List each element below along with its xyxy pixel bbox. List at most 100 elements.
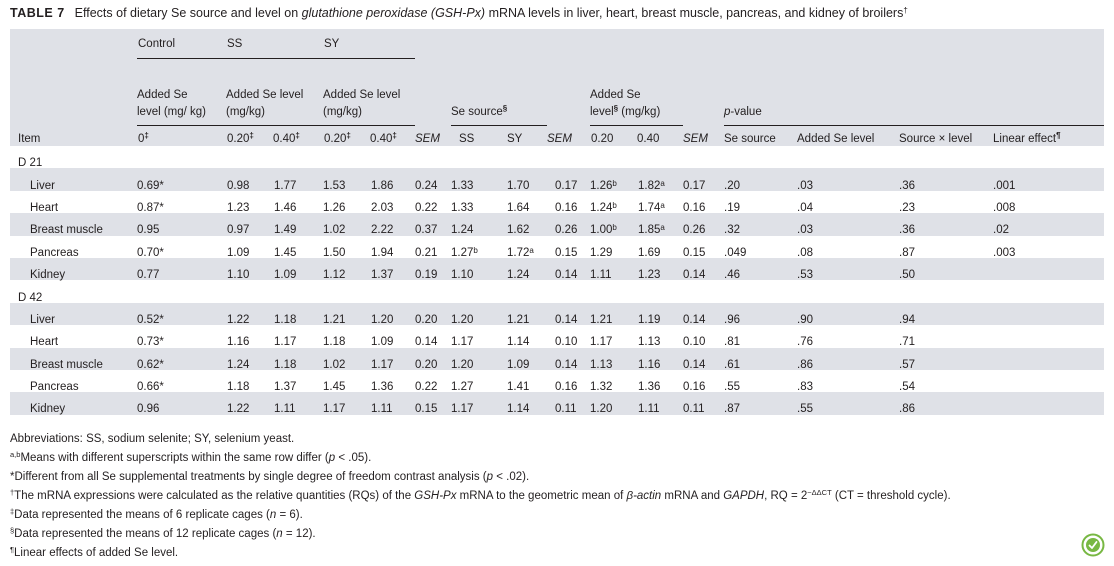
title-text-italic: glutathione peroxidase (GSH-Px) [301,6,486,20]
table-body: D 21 Liver 0.69* 0.98 1.77 1.53 1.86 0.24 1.33 1.… [10,152,1104,421]
cell-value: 1.33 [451,201,474,214]
cell-value: 0.37 [415,224,438,237]
cell-value: 1.09 [274,269,297,282]
table-cell: .87 [724,398,796,420]
cell-value: 1.17 [451,336,474,349]
cell-superscript: b [612,223,617,233]
cell-value: 0.16 [683,381,706,394]
cell-value: 1.74 [638,201,661,214]
ss-020-mark: ‡ [249,131,254,140]
section-row: D 21 [10,152,1104,174]
table-cell: 0.19 [415,264,451,286]
cell-value: .08 [797,246,813,259]
cell-value: 1.36 [371,381,394,394]
table-cell: 0.62* [137,354,226,376]
table-row: Liver 0.52* 1.22 1.18 1.21 1.20 0.20 1.20 1.21 0.… [10,309,1104,331]
cell-value: 0.98 [227,179,250,192]
footnote-ddagger-pre: Data represented the means of 6 replicat… [14,509,270,521]
table-cell: .049 [724,242,796,264]
sy-040-mark: ‡ [392,131,397,140]
row-shade [10,302,1104,326]
cell-value: 0.96 [137,403,160,416]
cell-value: 1.62 [507,224,530,237]
table-cell: 1.19 [637,309,683,331]
cell-value: 1.23 [638,269,661,282]
pvalue-p: p [724,106,731,118]
table-cell: 1.11 [370,398,415,420]
table-cell: 0.21 [415,242,451,264]
table-cell: .04 [796,197,897,219]
table-cell: 0.17 [547,174,590,196]
table-cell: 0.16 [547,376,590,398]
cell-value: 0.87* [137,201,164,214]
header-lvl-020: 0.20 [591,133,614,145]
row-shade [10,213,1104,236]
header-added-se-control: Added Se level (mg/ kg) [137,58,226,126]
table-cell: 1.27 [451,376,499,398]
cell-value: .53 [797,269,813,282]
table-cell: 1.10 [451,264,499,286]
cell-value: .86 [899,403,915,416]
table-cell: .87 [897,242,993,264]
table-cell: 0.22 [415,376,451,398]
se-source-text: Se source [451,106,503,118]
table-cell: 1.46 [273,197,323,219]
footnote-abbreviations: Abbreviations: SS, sodium selenite; SY, … [10,433,295,445]
table-cell: .001 [993,174,1104,196]
cell-value: 2.22 [371,224,394,237]
table-cell: 1.13 [637,331,683,353]
cell-value: 0.14 [683,313,706,326]
cell-value: 1.18 [274,313,297,326]
table-cell: 1.45 [323,376,370,398]
table-cell: 0.14 [547,354,590,376]
footnote-star-pre: *Different from all Se supplemental trea… [10,471,487,483]
header-blank [10,29,137,59]
cell-superscript: a [529,245,534,255]
table-cell: .50 [897,264,993,286]
cell-value: 1.09 [371,336,394,349]
sem-2-text: SEM [547,132,572,145]
table-cell: 1.22 [226,398,273,420]
row-item: Pancreas [30,381,79,394]
table-row: Pancreas 0.66* 1.18 1.37 1.45 1.36 0.22 1.27 1.4… [10,376,1104,398]
table-cell: 1.53 [323,174,370,196]
table-row: Heart 0.73* 1.16 1.17 1.18 1.09 0.14 1.17 1.14 0.… [10,331,1104,353]
table-cell: 1.11 [590,264,637,286]
table-row: Breast muscle 0.62* 1.24 1.18 1.02 1.17 0.20 1.… [10,354,1104,376]
cell-value: .90 [797,313,813,326]
header-added-se-sy: Added Se level (mg/kg) [323,58,415,126]
cell-value: 0.11 [683,403,705,416]
table-cell: 1.36 [637,376,683,398]
ss-040-text: 0.40 [273,133,296,145]
table-cell: 0.14 [683,354,724,376]
table-row: Pancreas 0.70* 1.09 1.45 1.50 1.94 0.21 1.27b 1.… [10,242,1104,264]
cell-value: 0.10 [683,336,706,349]
header-src-ss: SS [459,133,475,145]
cell-value: 1.24 [451,224,474,237]
cell-value: 1.18 [274,358,297,371]
table-cell: 1.09 [226,242,273,264]
cell-value: 0.17 [555,179,578,192]
header-blank-right [415,29,1104,59]
cell-value: 1.17 [371,358,394,371]
cell-value: 1.86 [371,179,394,192]
header-ss: SS [226,29,323,59]
cell-value: 1.24 [227,358,250,371]
row-item: Liver [30,179,55,192]
table-cell: 1.27b [451,242,499,264]
p-linear-mark: ¶ [1056,131,1061,140]
table-cell: .81 [724,331,796,353]
cell-value: 1.32 [590,381,613,394]
table-cell: .003 [993,242,1104,264]
row-item: Breast muscle [30,358,103,371]
table-cell: 1.23 [637,264,683,286]
table-cell: 1.32 [590,376,637,398]
table-cell: 0.20 [415,309,451,331]
table-cell: 0.97 [226,219,273,241]
cell-value: .55 [724,381,740,394]
footnote-ab-p: p [328,452,336,464]
table-cell: 1.49 [273,219,323,241]
cell-value: 0.70* [137,246,164,259]
row-item: Breast muscle [30,224,103,237]
footnote-dagger-exp: −ΔΔCT [807,488,832,497]
